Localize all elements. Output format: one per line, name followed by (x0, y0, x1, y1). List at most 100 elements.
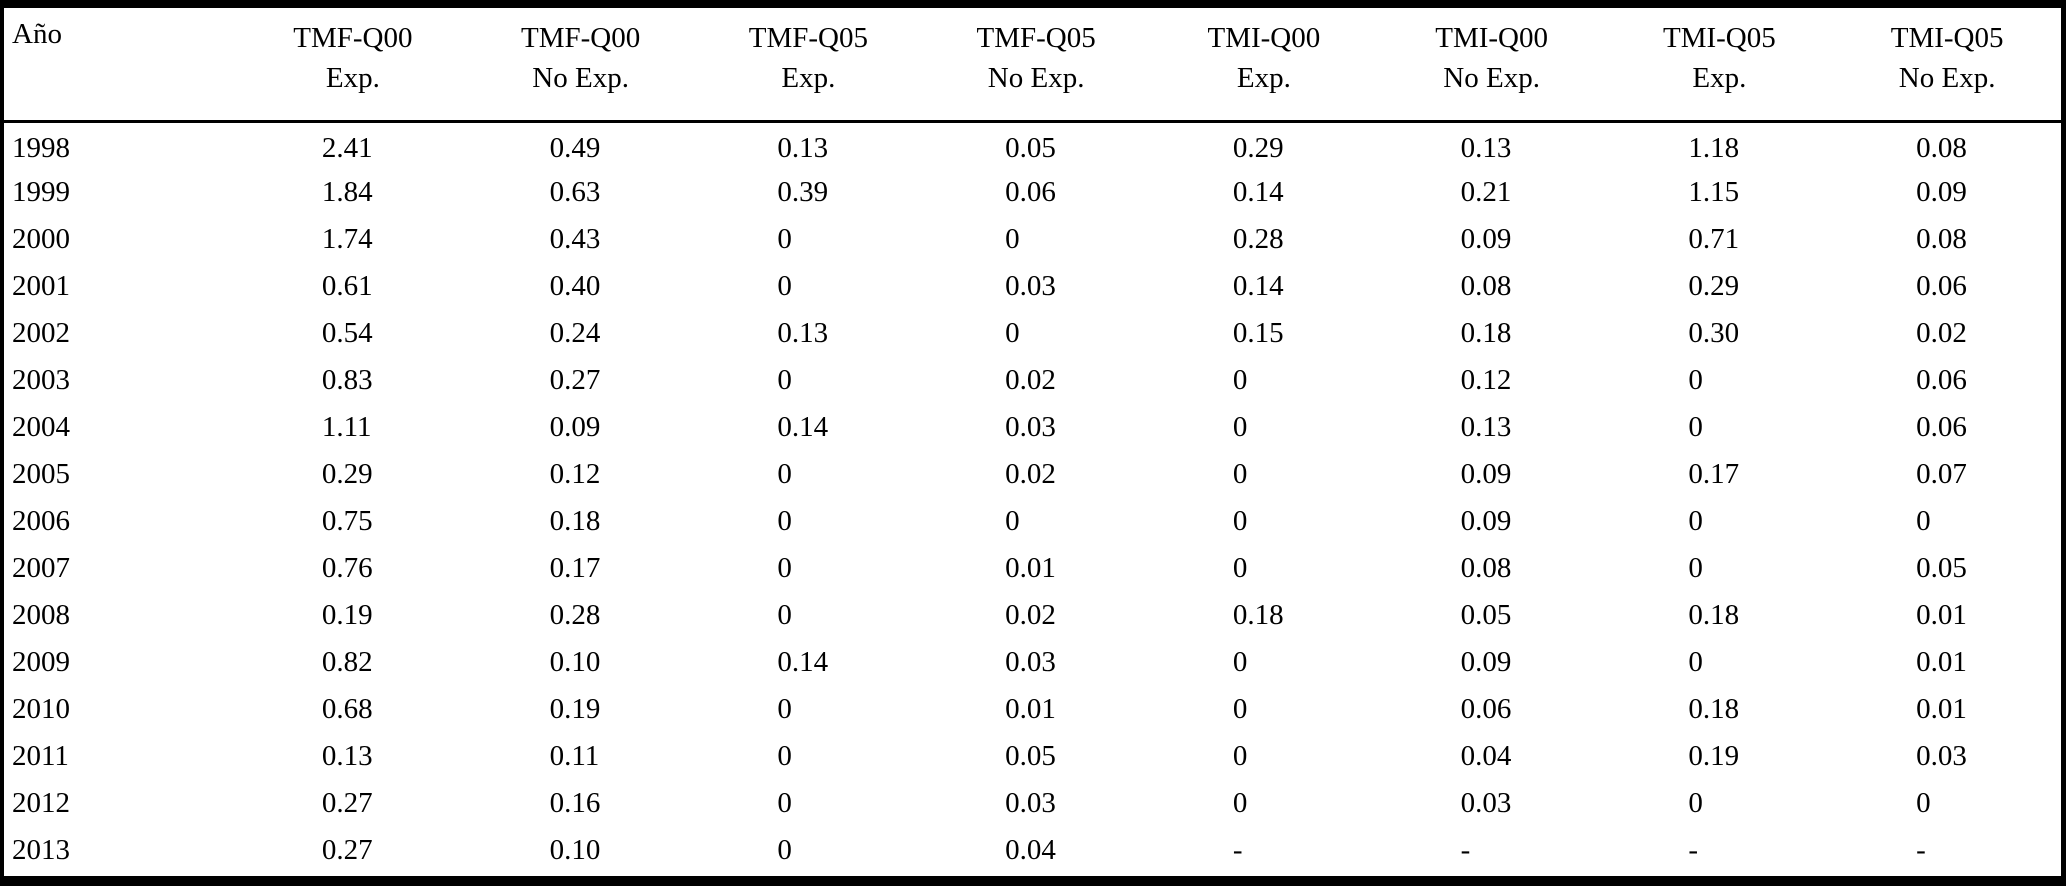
column-header-line2: Exp. (1236, 62, 1291, 94)
value-cell: 0.29 (239, 451, 467, 498)
year-cell: 2002 (12, 316, 70, 349)
value-cell: 0.11 (467, 733, 695, 780)
value-cell: 0.08 (1833, 122, 2061, 169)
data-table: Año TMF-Q00 Exp. TMF-Q00 No Exp. TMF-Q05 Exp.… (4, 8, 2061, 874)
value-text: 0 (777, 551, 792, 584)
value-cell: 0 (695, 686, 923, 733)
value-cell: 0.12 (467, 451, 695, 498)
value-cell: 0.02 (922, 357, 1150, 404)
value-cell: 0 (1150, 686, 1378, 733)
value-cell: 0 (1606, 404, 1834, 451)
year-cell: 2004 (12, 410, 70, 443)
value-text: 2.41 (321, 132, 373, 165)
value-text: 0.09 (1460, 645, 1512, 678)
column-header-line1: TMI-Q00 (1435, 22, 1548, 54)
value-cell: 0.02 (1833, 310, 2061, 357)
value-text: 0.05 (1005, 132, 1056, 165)
value-cell: 0.19 (239, 592, 467, 639)
value-text: 0 (1005, 504, 1020, 537)
value-text: 0.04 (1460, 739, 1512, 772)
value-cell: 1.84 (239, 169, 467, 216)
value-text: 0 (1916, 786, 1931, 819)
value-cell: 0.04 (1378, 733, 1606, 780)
value-cell: 0.02 (922, 451, 1150, 498)
year-cell: 2012 (12, 786, 70, 819)
value-cell: 0.29 (1606, 263, 1834, 310)
value-cell: 0 (922, 498, 1150, 545)
value-cell: 0 (695, 357, 923, 404)
value-cell: 0.40 (467, 263, 695, 310)
value-text: 0.05 (1005, 739, 1056, 772)
value-cell: 0.07 (1833, 451, 2061, 498)
value-cell: 0.09 (1833, 169, 2061, 216)
table-row: 2004 1.11 0.09 0.14 0.03 0 0.13 0 0.06 (4, 404, 2061, 451)
value-text: 0.30 (1688, 316, 1740, 349)
value-text: 0.82 (321, 645, 373, 678)
value-text: 0.03 (1916, 739, 1967, 772)
value-text: 0 (777, 692, 792, 725)
table-row: 2000 1.74 0.43 0 0 0.28 0.09 0.71 0.08 (4, 216, 2061, 263)
value-text: 0.09 (1460, 457, 1512, 490)
value-text: 0.39 (777, 175, 829, 208)
value-text: 0 (777, 786, 792, 819)
value-cell: 0.06 (1833, 404, 2061, 451)
column-header-line2: Exp. (1692, 62, 1747, 94)
column-header-line2: No Exp. (1898, 62, 1996, 94)
year-cell: 1999 (12, 175, 70, 208)
column-header-line1: TMF-Q05 (748, 22, 868, 54)
value-text: 0.21 (1460, 175, 1512, 208)
value-text: 0.01 (1916, 692, 1967, 725)
value-text: 0.29 (1232, 132, 1284, 165)
value-text: 0.71 (1688, 222, 1740, 255)
value-cell: 0.09 (1378, 451, 1606, 498)
value-cell: 0 (1150, 357, 1378, 404)
value-text: 0.13 (777, 316, 829, 349)
table-row: 2009 0.82 0.10 0.14 0.03 0 0.09 0 0.01 (4, 639, 2061, 686)
value-text: 0.03 (1005, 269, 1056, 302)
value-cell: 0.08 (1378, 545, 1606, 592)
table-row: 1998 2.41 0.49 0.13 0.05 0.29 0.13 1.18 0.08 (4, 122, 2061, 169)
value-text: 0 (1688, 410, 1703, 443)
value-cell: 0.18 (467, 498, 695, 545)
value-text: 0.18 (549, 504, 601, 537)
value-cell: 0.28 (467, 592, 695, 639)
column-header-line1: TMI-Q00 (1207, 22, 1321, 54)
value-cell: 0.18 (1378, 310, 1606, 357)
value-text: 0.27 (321, 833, 373, 866)
value-text: 0.06 (1460, 692, 1512, 725)
value-cell: 1.15 (1606, 169, 1834, 216)
column-header-line2: No Exp. (1443, 62, 1540, 94)
value-text: 0 (1688, 504, 1703, 537)
value-cell: 0 (695, 216, 923, 263)
value-text: 0.02 (1005, 363, 1056, 396)
value-text: 0.12 (1460, 363, 1512, 396)
value-cell: 0.27 (239, 780, 467, 827)
value-text: 1.11 (321, 410, 372, 443)
value-cell: 0.71 (1606, 216, 1834, 263)
value-cell: 0.13 (1378, 122, 1606, 169)
value-text: 0 (777, 833, 792, 866)
value-cell: 0.14 (695, 404, 923, 451)
value-cell: 0 (695, 498, 923, 545)
value-text: 0.15 (1232, 316, 1284, 349)
value-text: 1.15 (1688, 175, 1740, 208)
year-column-header: Año (4, 8, 239, 123)
table-row: 2006 0.75 0.18 0 0 0 0.09 0 0 (4, 498, 2061, 545)
value-cell: 0.82 (239, 639, 467, 686)
value-text: 0 (777, 739, 792, 772)
value-text: 0.12 (549, 457, 601, 490)
value-cell: - (1606, 827, 1834, 874)
value-text: 0.49 (549, 132, 601, 165)
column-header-tmf-q00-noexp: TMF-Q00 No Exp. (466, 8, 695, 123)
table-row: 2003 0.83 0.27 0 0.02 0 0.12 0 0.06 (4, 357, 2061, 404)
column-header-tmf-q05-noexp: TMF-Q05 No Exp. (922, 8, 1150, 123)
value-text: 0 (1232, 786, 1248, 819)
value-text: 0.03 (1460, 786, 1512, 819)
value-cell: 0.30 (1606, 310, 1834, 357)
value-cell: 0.17 (467, 545, 695, 592)
value-text: 0.08 (1460, 551, 1512, 584)
table-row: 2010 0.68 0.19 0 0.01 0 0.06 0.18 0.01 (4, 686, 2061, 733)
column-header-line1: TMF-Q00 (293, 22, 413, 54)
value-cell: 0.06 (1378, 686, 1606, 733)
